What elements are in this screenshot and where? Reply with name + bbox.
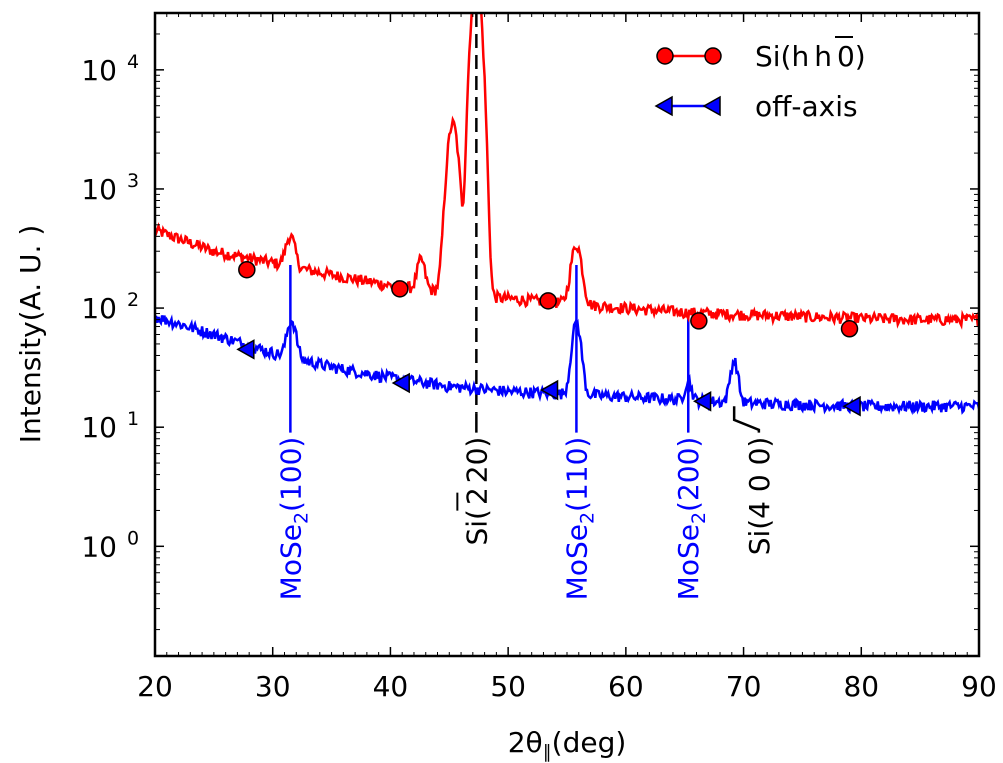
x-axis-title-main: 2θ [508,726,543,759]
series-marker-0 [238,260,256,279]
annotation-label-main: MoSe [672,524,705,600]
legend-label-si-part3: 0) [837,40,866,73]
y-tick-label: 10 3 [81,170,139,206]
marker-layer [236,260,861,417]
annotation-label-3: MoSe2(200) [672,437,710,601]
series-layer [155,13,979,416]
y-tick-label: 10 1 [81,408,139,444]
series-line-0 [155,13,979,330]
y-tick-label: 10 0 [81,527,139,563]
annotation-label-main: Si [743,530,776,556]
series-marker-0 [539,292,557,310]
series-marker-0 [840,320,859,338]
annotation-label-4: Si(4 0 0) [743,437,776,556]
legend: Si(h h 0) off-axis [654,36,866,123]
annotation-label-hkl: (100) [274,437,307,512]
x-tick-label: 90 [961,670,997,703]
annotation-label-sub: 2 [688,512,710,524]
annotation-line-si400 [732,406,761,433]
series-marker-1 [236,339,255,360]
legend-marker-off-axis-right [702,95,721,117]
legend-label-si-part2: h [814,40,832,73]
legend-label-off-axis: off-axis [755,90,858,123]
y-tick-label: 10 2 [81,289,139,325]
annotation-label-2: MoSe2(110) [560,437,598,601]
x-tick-label: 20 [137,670,173,703]
annotation-label-0: MoSe2(100) [274,437,312,601]
annotation-label-hkl-part: 2 [460,487,493,505]
legend-item-si: Si(h h 0) [656,36,866,73]
annotation-label-hkl: (4 0 0) [743,437,776,530]
x-axis: 20 30 40 50 60 70 80 90 [137,13,997,703]
annotation-label-main: MoSe [560,524,593,600]
y-tick-label: 10 4 [81,51,139,87]
y-tick-base: 10 [81,54,117,87]
y-tick-base: 10 [81,411,117,444]
y-tick-base: 10 [81,292,117,325]
x-tick-label: 40 [373,670,409,703]
y-axis-title: Intensity(A. U. ) [14,225,47,443]
x-tick-label: 70 [726,670,762,703]
x-tick-label: 30 [255,670,291,703]
legend-marker-si-right [704,47,722,65]
legend-item-off-axis: off-axis [654,90,858,123]
series-marker-0 [391,280,409,298]
series-line-1 [155,314,979,416]
y-tick-exponent: 4 [127,51,139,73]
x-axis-title-unit: (deg) [552,726,627,759]
legend-marker-si-left [656,47,674,65]
legend-label-si-part1: Si(h [755,40,809,73]
x-tick-label: 50 [490,670,526,703]
series-marker-0 [690,312,708,330]
series-marker-1 [539,379,559,401]
annotation-label-1: Si(220) [460,437,493,546]
x-axis-title: 2θ∥(deg) [508,726,627,763]
annotation-label-hkl-part: ( [460,509,493,520]
y-tick-exponent: 1 [127,408,139,430]
series-marker-1 [391,372,410,394]
y-tick-exponent: 0 [127,527,139,549]
annotation-label-main: Si [460,520,493,546]
y-tick-base: 10 [81,173,117,206]
annotation-label-sub: 2 [290,512,312,524]
series-marker-1 [842,395,861,417]
x-axis-title-subscript: ∥ [543,742,552,763]
annotation-label-sub: 2 [576,512,598,524]
annotation-lines [289,13,690,433]
annotation-label-main: MoSe [274,524,307,600]
y-tick-exponent: 2 [127,289,139,311]
legend-label-si: Si(h h 0) [755,40,866,73]
y-tick-exponent: 3 [127,170,139,192]
annotation-label-hkl: (110) [560,437,593,512]
y-tick-base: 10 [81,530,117,563]
annotation-label-hkl-part: 2 [460,465,493,483]
y-axis: 10 0 10 1 10 2 10 3 10 4 [81,12,979,631]
annotation-labels: MoSe2(100)Si(220)MoSe2(110)MoSe2(200)Si(… [274,406,776,600]
x-tick-label: 60 [608,670,644,703]
annotation-label-hkl-part: 0) [460,437,493,466]
annotation-label-hkl: (200) [672,437,705,512]
series-marker-1 [693,391,712,412]
legend-marker-off-axis-left [654,95,673,117]
x-tick-label: 80 [843,670,879,703]
